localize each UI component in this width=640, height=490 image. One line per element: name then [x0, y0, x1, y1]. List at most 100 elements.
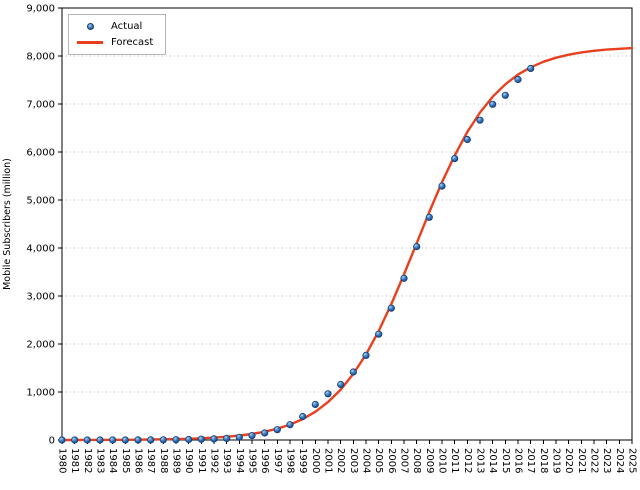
legend-item-forecast: Forecast	[77, 37, 153, 48]
actual-point	[261, 429, 269, 437]
x-tick-label: 2011	[449, 448, 460, 473]
actual-point	[58, 436, 66, 444]
y-tick-label: 0	[49, 436, 55, 447]
actual-point	[273, 426, 281, 434]
x-tick-label: 2023	[601, 448, 612, 473]
x-tick-label: 2008	[411, 448, 422, 473]
actual-point	[109, 436, 117, 444]
actual-point	[514, 75, 522, 84]
actual-point	[501, 91, 509, 99]
actual-points	[58, 64, 535, 444]
actual-marker-icon	[86, 23, 94, 30]
actual-point	[438, 182, 446, 190]
x-tick-label: 2018	[538, 448, 549, 473]
x-tick-label: 1989	[171, 448, 182, 473]
actual-point	[96, 436, 104, 444]
x-tick-label: 2014	[487, 448, 498, 473]
y-tick-label: 4,000	[26, 244, 55, 255]
actual-point	[248, 431, 256, 440]
actual-point	[463, 135, 471, 144]
x-tick-label: 2020	[563, 448, 574, 473]
x-tick-label: 1986	[133, 448, 144, 473]
x-tick-label: 2006	[386, 448, 397, 473]
x-tick-label: 2012	[462, 448, 473, 473]
x-tick-label: 1992	[209, 448, 220, 473]
y-tick-label: 7,000	[26, 100, 55, 111]
x-axis: 1980 1981 1982 1983 1984 1985 1986 1987 1988 1989…	[57, 440, 638, 473]
legend-label-actual: Actual	[111, 21, 143, 32]
legend-sample-actual	[77, 23, 103, 30]
actual-point	[476, 116, 484, 124]
x-tick-label: 2000	[310, 448, 321, 473]
legend: Actual Forecast	[68, 14, 167, 55]
y-tick-label: 3,000	[26, 292, 55, 303]
x-tick-label: 2021	[576, 448, 587, 473]
x-tick-label: 2002	[335, 448, 346, 473]
actual-point	[400, 274, 408, 282]
x-tick-label: 1981	[69, 448, 80, 473]
x-tick-label: 2024	[614, 448, 625, 473]
legend-sample-forecast	[77, 41, 103, 44]
x-tick-label: 1982	[82, 448, 93, 473]
y-tick-label: 6,000	[26, 148, 55, 159]
x-tick-label: 1990	[183, 448, 194, 473]
x-tick-label: 1998	[285, 448, 296, 473]
y-axis-title: Mobile Subscribers (million)	[2, 158, 13, 290]
actual-point	[425, 213, 433, 221]
actual-point	[235, 433, 243, 441]
actual-point	[349, 368, 357, 376]
x-tick-label: 2025	[627, 448, 638, 473]
y-tick-label: 8,000	[26, 52, 55, 63]
x-tick-label: 1994	[234, 448, 245, 473]
x-tick-label: 1997	[272, 448, 283, 473]
actual-point	[299, 412, 307, 421]
actual-point	[337, 380, 345, 389]
x-tick-label: 2005	[373, 448, 384, 473]
actual-point	[71, 436, 79, 444]
x-tick-label: 1996	[259, 448, 270, 473]
x-tick-label: 1991	[196, 448, 207, 473]
actual-point	[362, 351, 370, 359]
x-tick-label: 1993	[221, 448, 232, 473]
x-tick-label: 2010	[437, 448, 448, 473]
actual-point	[527, 64, 535, 73]
actual-point	[375, 330, 383, 338]
x-tick-label: 1984	[107, 448, 118, 473]
actual-point	[387, 304, 395, 312]
legend-label-forecast: Forecast	[111, 37, 154, 48]
y-tick-label: 9,000	[26, 4, 55, 15]
actual-point	[159, 436, 167, 444]
actual-point	[210, 435, 218, 443]
x-tick-label: 1995	[247, 448, 258, 473]
x-tick-label: 2009	[424, 448, 435, 473]
x-tick-label: 2022	[589, 448, 600, 473]
x-tick-label: 1983	[95, 448, 106, 473]
y-tick-label: 5,000	[26, 196, 55, 207]
y-tick-label: 1,000	[26, 388, 55, 399]
legend-item-actual: Actual	[77, 21, 153, 32]
actual-point	[172, 436, 180, 444]
actual-point	[451, 155, 459, 163]
actual-point	[311, 400, 319, 409]
x-tick-label: 1988	[158, 448, 169, 473]
plot-border	[61, 7, 633, 441]
x-tick-label: 2016	[513, 448, 524, 473]
actual-point	[197, 435, 205, 443]
actual-point	[185, 435, 193, 444]
x-tick-label: 1999	[297, 448, 308, 473]
x-tick-label: 2013	[475, 448, 486, 473]
x-tick-label: 1980	[57, 448, 68, 473]
actual-point	[223, 434, 231, 442]
gridlines	[62, 55, 632, 393]
actual-point	[134, 436, 142, 444]
x-tick-label: 1987	[145, 448, 156, 473]
actual-point	[413, 243, 421, 251]
actual-point	[489, 100, 497, 108]
x-tick-label: 2017	[525, 448, 536, 473]
x-tick-label: 2004	[361, 448, 372, 473]
x-tick-label: 1985	[120, 448, 131, 473]
x-tick-label: 2003	[348, 448, 359, 473]
actual-point	[121, 436, 129, 444]
